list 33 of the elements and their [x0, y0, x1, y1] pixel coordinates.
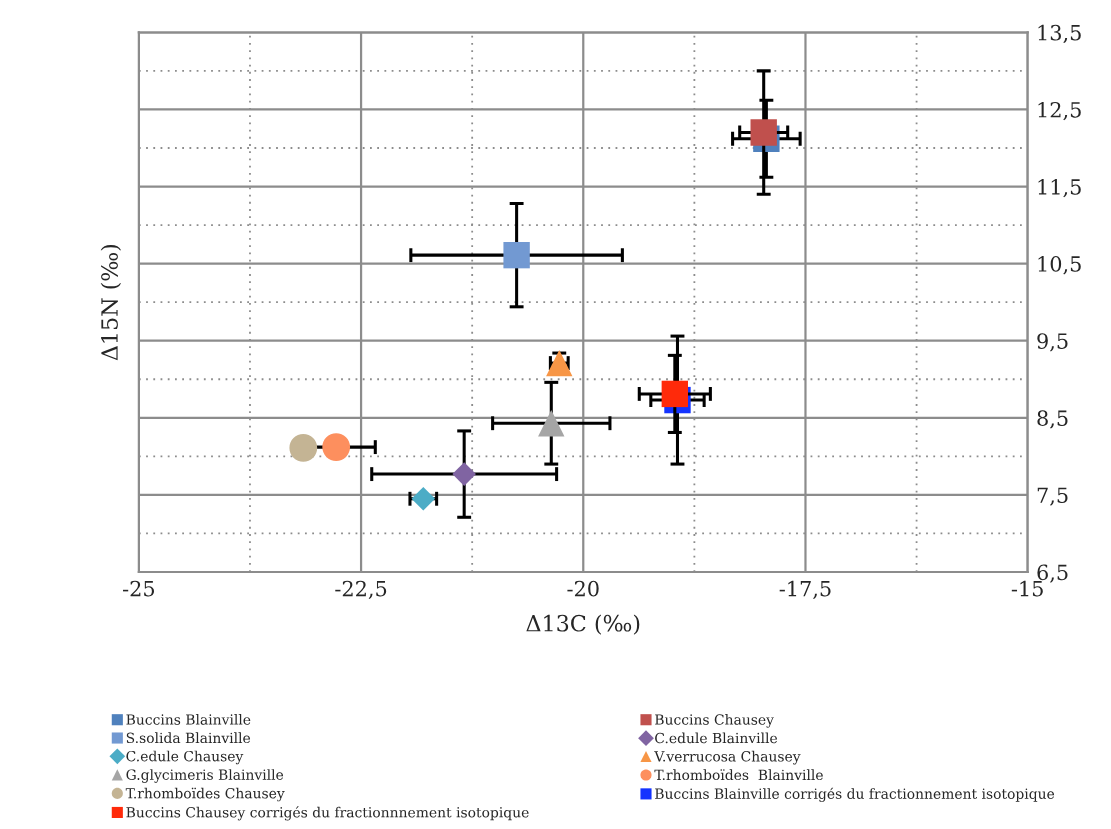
point: [411, 486, 436, 511]
point: [289, 433, 318, 462]
legend-label: G.glycimeris Blainville: [126, 769, 284, 783]
y-tick-label: 9,5: [1037, 333, 1068, 352]
point: [546, 349, 573, 377]
point: [661, 380, 689, 408]
x-tick-label: -25: [123, 580, 155, 597]
legend-label: Buccins Chausey corrigés du fractionnnement isotopique: [126, 806, 529, 821]
legend-label: S.solida Blainville: [126, 732, 251, 744]
legend-label: Buccins Blainville: [126, 714, 251, 725]
x-tick-label: -17,5: [779, 580, 831, 600]
point: [503, 241, 530, 269]
x-tick-label: -20: [567, 580, 599, 597]
legend-label: V.verrucosa Chausey: [654, 750, 801, 765]
y-tick-label: 12,5: [1038, 101, 1081, 121]
point: [750, 119, 777, 146]
x-axis-title: Δ13C (‰): [526, 614, 640, 635]
legend-label: C.edule Blainville: [655, 732, 778, 744]
point: [452, 462, 476, 486]
legend-label: T.rhomboïdes Chausey: [125, 787, 285, 802]
y-tick-label: 10,5: [1038, 256, 1081, 275]
point: [538, 410, 565, 437]
y-tick-label: 8,5: [1037, 410, 1068, 429]
y-tick-label: 7,5: [1037, 487, 1068, 506]
x-tick-label: -22,5: [335, 580, 387, 600]
y-tick-label: 11,5: [1038, 178, 1081, 198]
point: [322, 433, 351, 461]
legend-label: Buccins Chausey: [655, 714, 774, 728]
legend-label: Buccins Blainville corrigés du fractionnement isotopique: [655, 787, 1055, 802]
legend-label: C.edule Chausey: [126, 750, 244, 765]
y-tick-label: 13,5: [1038, 24, 1081, 44]
y-axis-title: Δ15N (‰): [100, 244, 122, 361]
legend-label: T.rhomboïdes Blainville: [654, 769, 823, 781]
